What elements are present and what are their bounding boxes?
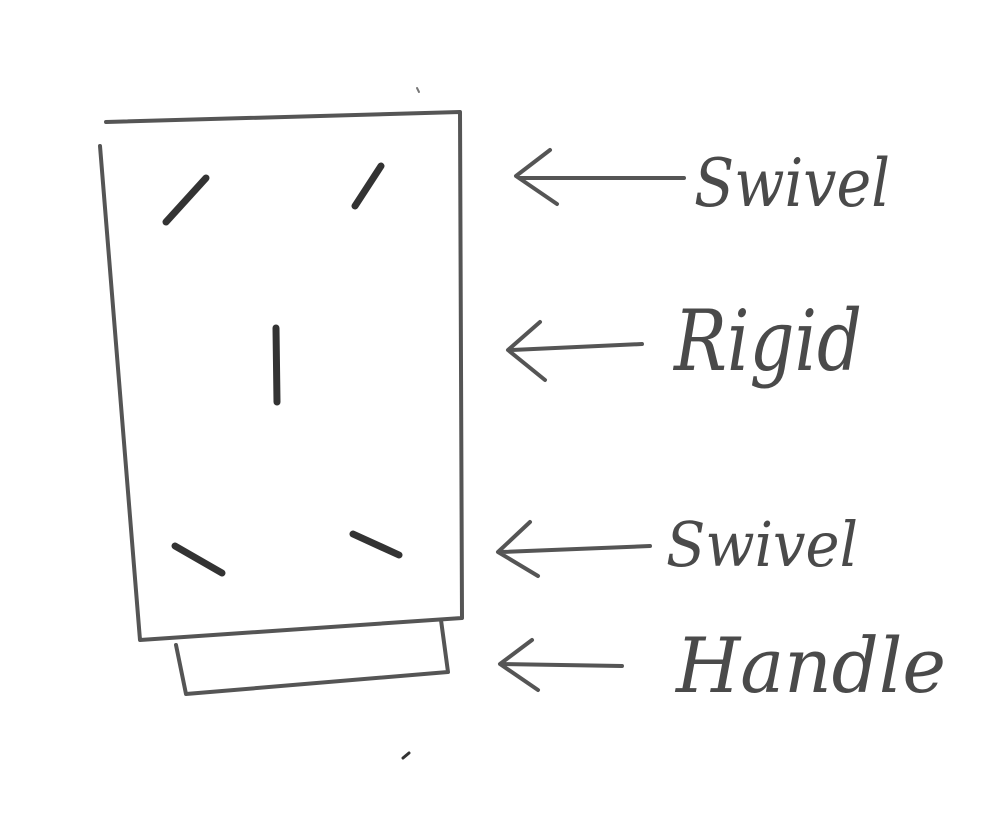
bottom-left-swivel-wheel [171,542,226,577]
cart-handle [174,618,450,696]
bottom-right-swivel-wheel [349,530,403,559]
cart-body [98,110,464,642]
arrow-rigid [506,320,644,382]
label-bottom-swivel: Swivel [666,508,858,581]
arrow-top-swivel [514,148,686,206]
label-handle: Handle [674,621,946,710]
top-left-swivel-wheel [162,174,210,226]
arrow-bottom-swivel [496,520,652,578]
label-top-swivel: Swivel [694,145,890,222]
arrow-handle [498,638,624,692]
label-rigid: Rigid [672,292,862,390]
center-rigid-wheel [272,324,281,406]
top-right-swivel-wheel [351,162,385,210]
stray-mark-bottom [401,751,411,760]
stray-mark-top [416,87,420,93]
